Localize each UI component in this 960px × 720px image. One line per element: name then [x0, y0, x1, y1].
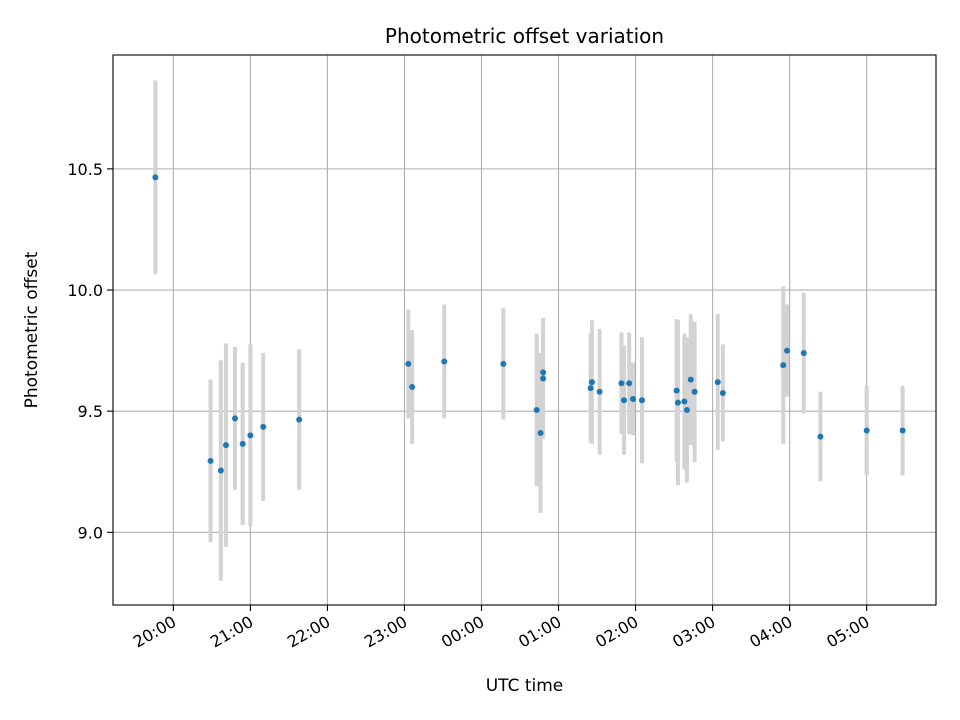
- data-point: [247, 432, 254, 439]
- data-point: [681, 398, 688, 405]
- y-axis-ticks: 9.0 9.5 10.0 10.5: [67, 160, 113, 542]
- data-point: [817, 433, 824, 440]
- data-point: [588, 379, 595, 386]
- y-tick-label: 9.5: [78, 402, 103, 421]
- y-axis-label: Photometric offset: [22, 251, 42, 408]
- data-point: [618, 380, 625, 387]
- data-point: [621, 397, 628, 404]
- plot-frame: [112, 54, 937, 606]
- data-point: [500, 360, 507, 367]
- data-point: [899, 427, 906, 434]
- chart-title: Photometric offset variation: [385, 24, 664, 48]
- data-point: [674, 399, 681, 406]
- y-tick-label: 10.0: [67, 281, 103, 300]
- y-tick-label: 9.0: [78, 523, 103, 542]
- data-point: [152, 174, 159, 181]
- data-point: [800, 350, 807, 357]
- data-point: [231, 415, 238, 422]
- data-point: [780, 362, 787, 369]
- data-point: [691, 388, 698, 395]
- data-point: [222, 442, 229, 449]
- data-points: [152, 174, 906, 474]
- data-point: [540, 369, 547, 376]
- x-axis-label: UTC time: [486, 676, 564, 696]
- data-point: [587, 385, 594, 392]
- data-point: [537, 429, 544, 436]
- data-point: [626, 380, 633, 387]
- data-point: [217, 467, 224, 474]
- data-point: [540, 375, 547, 382]
- data-point: [687, 376, 694, 383]
- data-point: [441, 358, 448, 365]
- data-point: [863, 427, 870, 434]
- data-point: [629, 396, 636, 403]
- data-point: [714, 379, 721, 386]
- data-point: [405, 360, 412, 367]
- data-point: [409, 383, 416, 390]
- data-point: [207, 457, 214, 464]
- data-point: [673, 387, 680, 394]
- data-point: [784, 347, 791, 354]
- y-tick-label: 10.5: [67, 160, 103, 179]
- data-point: [296, 416, 303, 423]
- data-point: [533, 406, 540, 413]
- data-point: [719, 389, 726, 396]
- data-point: [239, 440, 246, 447]
- data-point: [638, 397, 645, 404]
- data-point: [683, 406, 690, 413]
- data-point: [596, 388, 603, 395]
- data-point: [260, 423, 267, 430]
